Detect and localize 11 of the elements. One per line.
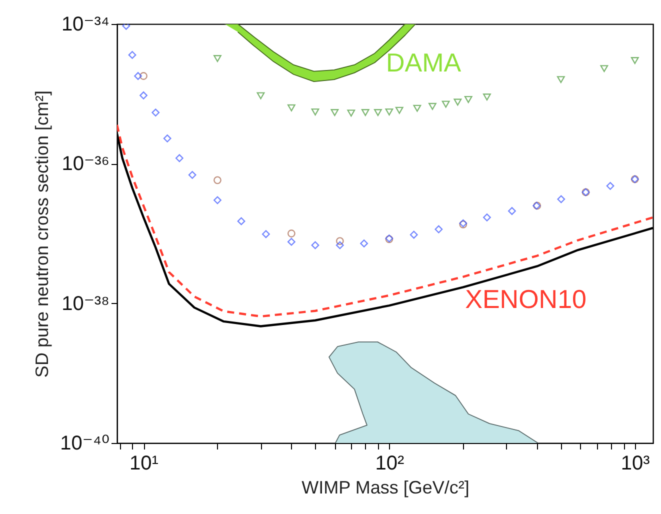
x-tick-label: 10² bbox=[375, 452, 404, 474]
y-tick-label: 10⁻³⁸ bbox=[62, 292, 110, 315]
x-axis-title: WIMP Mass [GeV/c²] bbox=[302, 478, 470, 498]
x-tick-label: 10³ bbox=[620, 452, 650, 474]
y-tick-label: 10⁻³⁴ bbox=[61, 14, 110, 36]
y-axis-title: SD pure neutron cross section [cm²] bbox=[32, 90, 52, 378]
y-tick-label: 10⁻⁴⁰ bbox=[60, 432, 110, 454]
series-label: DAMA bbox=[386, 47, 462, 78]
series-label: XENON10 bbox=[465, 284, 587, 314]
y-tick-label: 10⁻³⁶ bbox=[62, 153, 110, 176]
x-tick-label: 10¹ bbox=[130, 452, 159, 474]
